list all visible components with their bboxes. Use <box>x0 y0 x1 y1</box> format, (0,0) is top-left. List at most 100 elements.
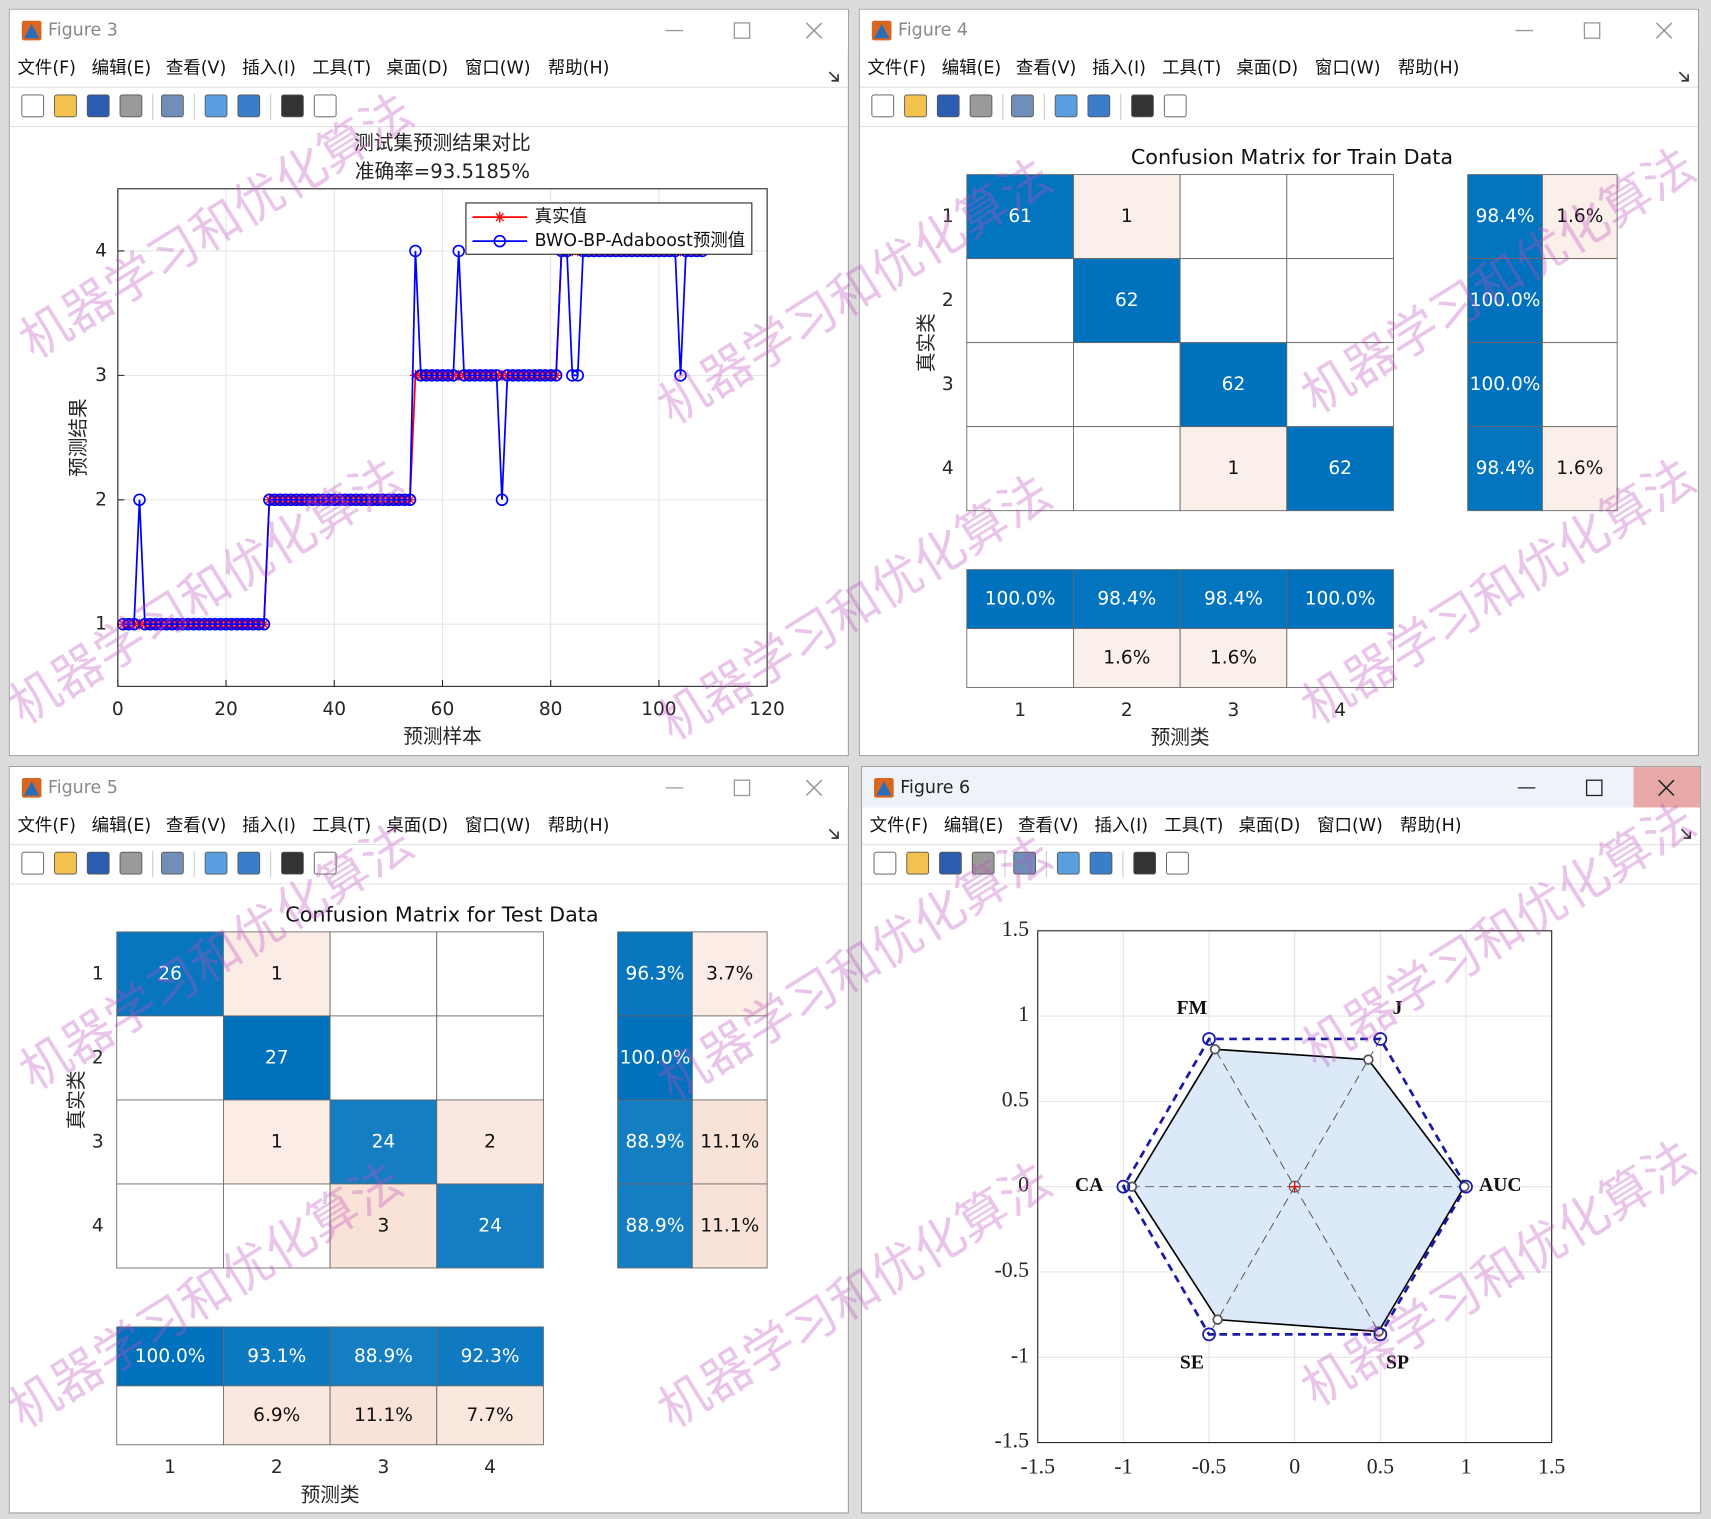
toolbar-button[interactable] <box>871 94 895 118</box>
menu-item[interactable]: 插入(I) <box>1092 59 1146 79</box>
cell-label: 62 <box>1222 374 1246 395</box>
menu-item[interactable]: 文件(F) <box>17 816 76 836</box>
toolbar-button[interactable] <box>906 851 930 875</box>
toolbar-button[interactable] <box>237 94 261 118</box>
dock-arrow[interactable] <box>828 828 839 839</box>
toolbar-button[interactable] <box>1166 851 1189 875</box>
close-button[interactable] <box>1655 22 1673 39</box>
menu-item[interactable]: 文件(F) <box>17 59 76 79</box>
app-icon-mark <box>876 781 892 796</box>
toolbar-button[interactable] <box>86 94 110 118</box>
cell-label: 7.7% <box>467 1405 514 1426</box>
menu-item[interactable]: 查看(V) <box>1018 816 1078 836</box>
menu-item[interactable]: 编辑(E) <box>942 59 1002 79</box>
maximize-button[interactable] <box>1585 779 1603 797</box>
toolbar-button[interactable] <box>281 851 304 875</box>
toolbar-button[interactable] <box>54 94 77 118</box>
toolbar-button[interactable] <box>237 851 261 875</box>
toolbar-button[interactable] <box>1163 94 1187 118</box>
close-button[interactable] <box>1658 779 1675 797</box>
toolbar-button[interactable] <box>1089 851 1113 875</box>
toolbar-button[interactable] <box>873 851 897 875</box>
close-button[interactable] <box>805 22 823 39</box>
menu-item[interactable]: 工具(T) <box>1164 816 1223 836</box>
toolbar-button[interactable] <box>119 94 143 118</box>
toolbar-button[interactable] <box>313 851 337 875</box>
matrix-cell <box>617 1183 693 1269</box>
toolbar-button[interactable] <box>939 851 962 875</box>
matrix-cell <box>222 1326 331 1387</box>
toolbar-button[interactable] <box>313 94 337 118</box>
toolbar-button[interactable] <box>281 94 304 118</box>
maximize-button[interactable] <box>1583 22 1601 39</box>
menu-item[interactable]: 查看(V) <box>166 816 226 836</box>
menu-item[interactable]: 工具(T) <box>312 816 371 836</box>
menu-item[interactable]: 插入(I) <box>1094 816 1148 836</box>
menu-item[interactable]: 编辑(E) <box>944 816 1003 836</box>
figure-window: Figure 4 文件(F) 编辑(E) 查看(V) 插入(I) 工具(T) 桌面(D) 窗口… <box>858 8 1699 757</box>
menu-item[interactable]: 工具(T) <box>312 59 371 79</box>
menu-item[interactable]: 窗口(W) <box>465 59 531 79</box>
menu-item[interactable]: 查看(V) <box>166 59 226 79</box>
matrix-cell <box>1179 342 1288 428</box>
menu-item[interactable]: 插入(I) <box>242 816 296 836</box>
menu-item[interactable]: 窗口(W) <box>1315 59 1381 79</box>
toolbar-button[interactable] <box>904 94 927 118</box>
toolbar-button[interactable] <box>1013 851 1036 875</box>
menu-item[interactable]: 帮助(H) <box>548 59 610 79</box>
toolbar-button[interactable] <box>1056 851 1080 875</box>
menu-item[interactable]: 文件(F) <box>868 59 927 79</box>
maximize-button[interactable] <box>733 779 751 797</box>
toolbar-button[interactable] <box>119 851 143 875</box>
menu-item[interactable]: 帮助(H) <box>1398 59 1460 79</box>
menu-item[interactable]: 工具(T) <box>1162 59 1221 79</box>
matrix-cell <box>1073 342 1181 428</box>
x-tick-label: -0.5 <box>1192 1455 1227 1479</box>
toolbar-button[interactable] <box>161 94 184 118</box>
matrix-cell <box>966 342 1074 428</box>
toolbar-button[interactable] <box>1087 94 1111 118</box>
toolbar-button[interactable] <box>1054 94 1078 118</box>
menu-item[interactable]: 桌面(D) <box>1239 816 1301 836</box>
toolbar-button[interactable] <box>21 94 45 118</box>
x-tick-label: 0 <box>1289 1455 1300 1479</box>
toolbar-button[interactable] <box>1133 851 1157 875</box>
matrix-cell <box>116 1183 224 1269</box>
menu-item[interactable]: 桌面(D) <box>386 59 448 79</box>
cell-label: 26 <box>158 963 182 984</box>
toolbar-button[interactable] <box>86 851 110 875</box>
toolbar-button[interactable] <box>204 851 228 875</box>
menu-item[interactable]: 桌面(D) <box>386 816 448 836</box>
cell-label: 88.9% <box>626 1215 685 1236</box>
column-class-label: 4 <box>1334 700 1346 721</box>
menu-item[interactable]: 查看(V) <box>1016 59 1076 79</box>
toolbar-button[interactable] <box>1011 94 1034 118</box>
toolbar-button[interactable] <box>161 851 184 875</box>
toolbar-button[interactable] <box>204 94 228 118</box>
menu-item[interactable]: 窗口(W) <box>1317 816 1383 836</box>
toolbar-button[interactable] <box>21 851 45 875</box>
matrix-cell <box>1467 426 1543 512</box>
matrix-cell <box>691 1183 768 1269</box>
menu-item[interactable]: 插入(I) <box>242 59 296 79</box>
matrix-cell <box>1073 426 1181 512</box>
matrix-cell <box>1179 174 1288 260</box>
dock-arrow[interactable] <box>828 71 839 82</box>
menu-item[interactable]: 编辑(E) <box>92 816 152 836</box>
matrix-cell <box>222 1015 331 1101</box>
maximize-button[interactable] <box>733 22 751 39</box>
menu-item[interactable]: 帮助(H) <box>548 816 610 836</box>
toolbar-button[interactable] <box>969 94 993 118</box>
menu-item[interactable]: 桌面(D) <box>1236 59 1298 79</box>
close-button[interactable] <box>805 779 823 797</box>
toolbar-button[interactable] <box>54 851 77 875</box>
menu-item[interactable]: 文件(F) <box>870 816 929 836</box>
menu-item[interactable]: 帮助(H) <box>1400 816 1462 836</box>
toolbar-button[interactable] <box>936 94 960 118</box>
toolbar-button[interactable] <box>1131 94 1154 118</box>
toolbar-button[interactable] <box>971 851 995 875</box>
menu-item[interactable]: 编辑(E) <box>92 59 152 79</box>
dock-arrow[interactable] <box>1680 828 1692 839</box>
menu-item[interactable]: 窗口(W) <box>465 816 531 836</box>
dock-arrow[interactable] <box>1678 71 1689 82</box>
